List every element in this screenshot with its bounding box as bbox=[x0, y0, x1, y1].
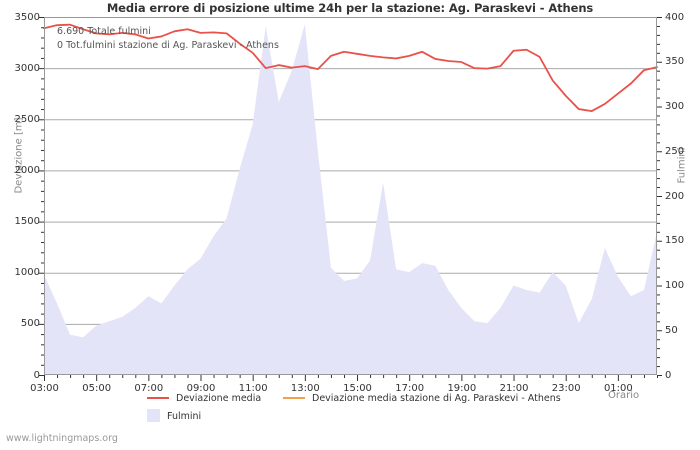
x-axis-tick-0900: 09:00 bbox=[186, 383, 216, 394]
y-axis-right-tick-350: 350 bbox=[665, 56, 685, 68]
x-axis-tick-1900: 19:00 bbox=[447, 383, 477, 394]
legend-item-station-deviation[interactable]: Deviazione media stazione di Ag. Paraske… bbox=[283, 393, 561, 404]
x-axis-tick-2100: 21:00 bbox=[499, 383, 529, 394]
x-axis-tick-1300: 13:00 bbox=[290, 383, 320, 394]
annotation-total-strokes: 6.690 Totale fulmini bbox=[57, 26, 151, 37]
y-axis-left-tick-3000: 3000 bbox=[14, 62, 40, 74]
x-axis-tick-1100: 11:00 bbox=[238, 383, 268, 394]
y-axis-left-tick-500: 500 bbox=[20, 318, 40, 330]
y-axis-right-tick-150: 150 bbox=[665, 235, 685, 247]
y-axis-left-tick-2000: 2000 bbox=[14, 164, 40, 176]
legend-label-lightning: Fulmini bbox=[167, 411, 202, 422]
y-axis-right-tick-250: 250 bbox=[665, 145, 685, 157]
y-axis-left-tick-0: 0 bbox=[33, 369, 40, 381]
y-axis-left-tick-1000: 1000 bbox=[14, 267, 40, 279]
legend-item-lightning[interactable]: Fulmini bbox=[147, 409, 202, 423]
x-axis-tick-0300: 03:00 bbox=[30, 383, 59, 394]
y-axis-left-tick-2500: 2500 bbox=[14, 113, 40, 125]
y-axis-right-tick-0: 0 bbox=[665, 369, 672, 381]
legend-label-station-deviation: Deviazione media stazione di Ag. Paraske… bbox=[312, 393, 561, 404]
chart-title: Media errore di posizione ultime 24h per… bbox=[106, 1, 594, 15]
legend-swatch-station-deviation-icon bbox=[283, 396, 305, 399]
x-axis-tick-0700: 07:00 bbox=[134, 383, 164, 394]
y-axis-right-tick-300: 300 bbox=[665, 101, 685, 112]
x-axis-tick-0500: 05:00 bbox=[82, 383, 112, 394]
x-axis-label: Orario bbox=[608, 390, 640, 401]
legend-item-deviation[interactable]: Deviazione media bbox=[147, 393, 261, 404]
x-axis-tick-1700: 17:00 bbox=[395, 383, 425, 394]
legend-label-deviation: Deviazione media bbox=[176, 393, 262, 404]
y-axis-left-tick-1500: 1500 bbox=[14, 216, 40, 228]
y-axis-right-tick-200: 200 bbox=[665, 190, 685, 202]
y-axis-left-tick-3500: 3500 bbox=[14, 11, 40, 23]
y-axis-right-tick-50: 50 bbox=[665, 324, 678, 336]
annotation-station-strokes: 0 Tot.fulmini stazione di Ag. Paraskevi … bbox=[57, 40, 279, 51]
y-axis-right-tick-400: 400 bbox=[665, 11, 685, 23]
y-axis-right-tick-100: 100 bbox=[665, 280, 685, 291]
footer-watermark: www.lightningmaps.org bbox=[6, 433, 118, 444]
x-axis-tick-2300: 23:00 bbox=[551, 383, 581, 394]
x-axis-tick-0100: 01:00 bbox=[603, 383, 633, 394]
legend-swatch-lightning-icon bbox=[147, 409, 160, 422]
x-axis-tick-1500: 15:00 bbox=[343, 383, 372, 394]
legend-swatch-deviation-icon bbox=[147, 396, 169, 399]
